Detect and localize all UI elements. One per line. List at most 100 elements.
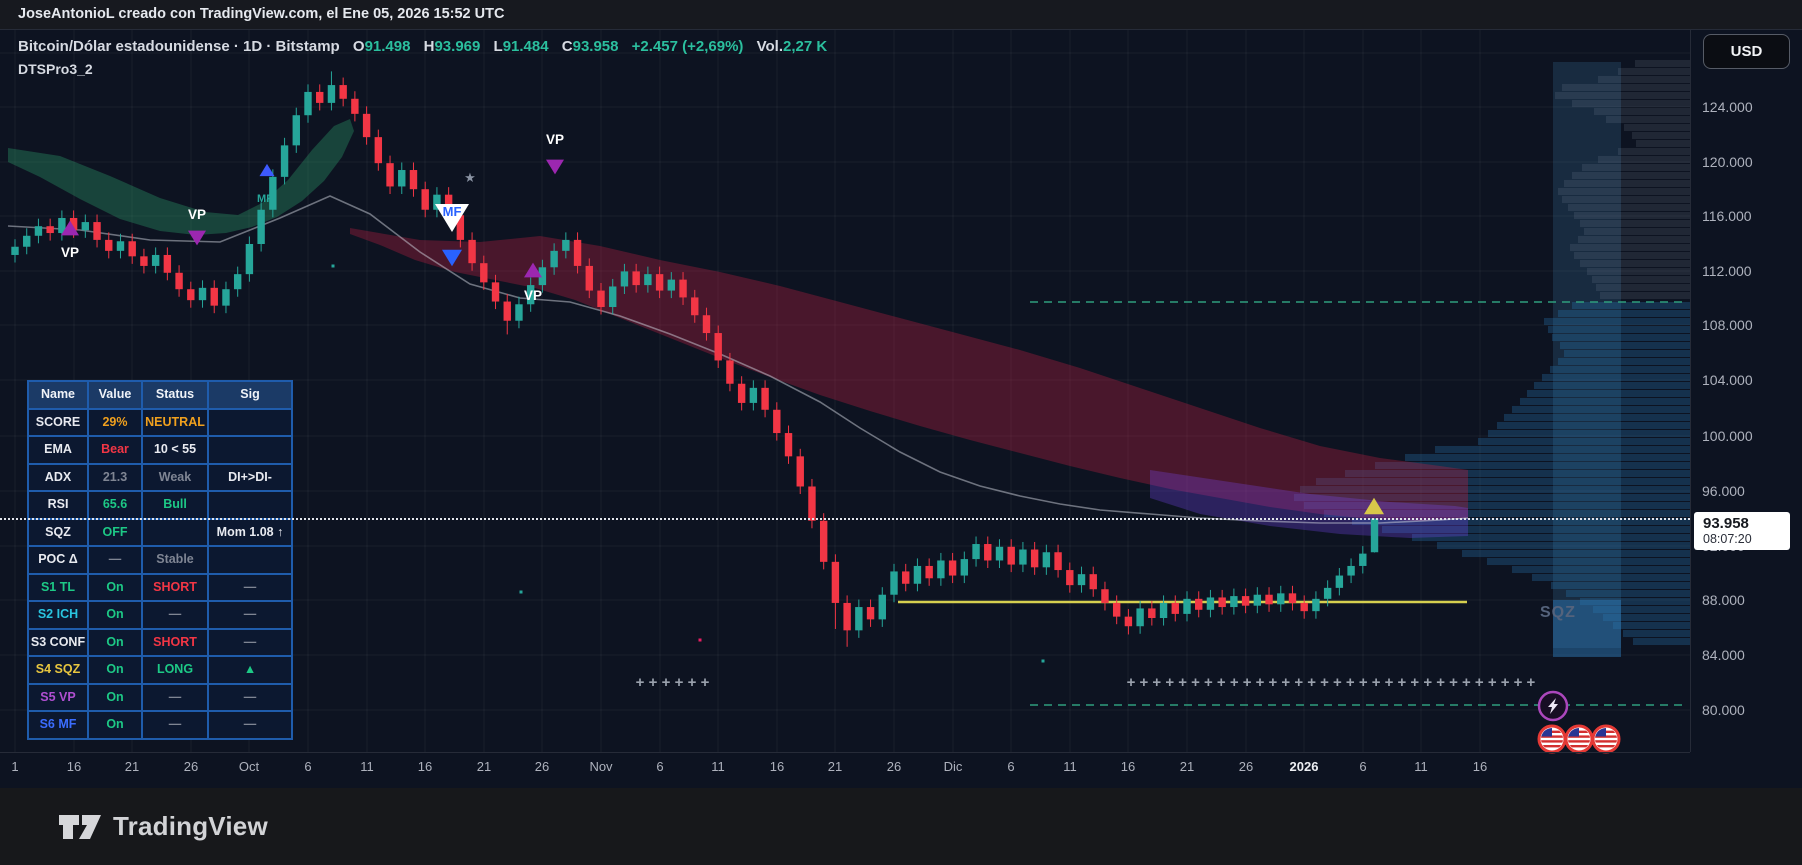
mf-big-sell-marker [435, 204, 469, 232]
candle-body [398, 170, 406, 187]
table-row-sig: — [209, 712, 291, 738]
candle-body [585, 265, 593, 291]
candle-body [995, 546, 1004, 561]
table-row-name: SQZ [29, 519, 87, 545]
chart-canvas[interactable]: + + + + + + + + + + + + + + + + + + + + + + + + + + + + + + + + + + + + + + SQ… [0, 0, 1802, 788]
low-value: 91.484 [502, 38, 549, 55]
candle-body [1335, 575, 1344, 588]
candle-body [269, 176, 277, 210]
volume-profile-bar [1562, 84, 1690, 91]
candle-body [655, 274, 664, 291]
volume-profile-bar [1550, 366, 1690, 373]
candle-body [819, 520, 828, 562]
table-row-sig [209, 492, 291, 518]
candle-body [1241, 596, 1250, 606]
candle-body [1077, 574, 1086, 586]
squeeze-long-marker [1364, 497, 1384, 515]
candle-body [491, 282, 500, 302]
table-header: Value [89, 382, 141, 408]
time-tick-label: Nov [589, 759, 613, 774]
volume-profile-bar [1574, 252, 1690, 259]
vp-buy-marker [61, 220, 79, 236]
table-row-value: On [89, 629, 141, 655]
time-tick-label: 1 [11, 759, 19, 774]
candle-body [456, 215, 465, 240]
candle-body [1042, 552, 1051, 568]
volume-profile-bar [1544, 318, 1690, 325]
table-row-name: S6 MF [29, 712, 87, 738]
plus-marker: + [1165, 674, 1174, 691]
volume-profile-bar [1592, 276, 1690, 283]
candle-body [620, 271, 629, 287]
table-row-status: Stable [143, 547, 207, 573]
plus-marker: + [1243, 674, 1252, 691]
candle-body [58, 217, 66, 234]
candle-body [151, 254, 160, 266]
candle-body [1136, 608, 1144, 627]
candle-body [1253, 594, 1262, 606]
plus-marker: + [1462, 674, 1471, 691]
tradingview-logo-text: TradingView [113, 811, 268, 841]
candle-body [667, 279, 676, 291]
us-flag-glyph [1568, 728, 1590, 748]
time-tick-label: 6 [304, 759, 312, 774]
purple-cloud [1150, 470, 1468, 538]
table-header: Sig [209, 382, 291, 408]
vp-label: VP [61, 245, 79, 260]
vp-label: VP [546, 132, 564, 147]
candle-body [890, 571, 898, 595]
candle-body [1089, 574, 1097, 590]
volume-profile-bar [1613, 622, 1690, 629]
plus-marker: + [1191, 674, 1200, 691]
table-row-status: Bull [143, 492, 207, 518]
time-tick-label: Oct [238, 759, 260, 774]
plus-marker: + [1256, 674, 1265, 691]
volume-profile-bar [1564, 180, 1690, 187]
currency-toggle-button[interactable]: USD [1703, 34, 1790, 69]
table-row-value: On [89, 602, 141, 628]
volume-profile-bar [1624, 124, 1690, 131]
candle-body [538, 267, 547, 286]
price-tick-label: 96.000 [1702, 483, 1745, 499]
table-row-name: S5 VP [29, 684, 87, 710]
table-row-name: EMA [29, 437, 87, 463]
table-row-status [143, 519, 207, 545]
time-tick-label: 16 [1472, 759, 1488, 774]
bear-cloud [350, 228, 1468, 521]
volume-profile-bar [1562, 196, 1690, 203]
tradingview-logo-icon [59, 814, 101, 839]
candle-body [702, 315, 711, 334]
volume-profile-bar [1488, 430, 1690, 437]
volume-profile-bar [1578, 236, 1690, 243]
time-tick-label: 6 [1007, 759, 1015, 774]
candle-body [1054, 552, 1062, 571]
time-tick-label: 16 [417, 759, 433, 774]
candle-body [1101, 589, 1109, 603]
symbol-info-row: Bitcoin/Dólar estadounidense · 1D · Bits… [18, 38, 827, 55]
candle-body [843, 602, 851, 631]
candle-body [937, 560, 945, 579]
plus-marker: + [1320, 674, 1329, 691]
volume-profile-bar [1478, 438, 1690, 445]
volume-profile-bar [1412, 534, 1690, 541]
candle-body [1370, 518, 1379, 553]
volume-profile-bar [1375, 462, 1690, 469]
volume-profile-bar [1606, 116, 1690, 123]
candle-body [1230, 596, 1238, 608]
time-tick-label: 21 [1179, 759, 1195, 774]
vp-label: VP [188, 207, 206, 222]
time-tick-label: 2026 [1289, 759, 1319, 774]
volume-profile-bar [1623, 630, 1690, 637]
close-value: 93.958 [572, 38, 619, 55]
candle-body [855, 607, 863, 631]
candle-body [316, 91, 324, 103]
time-tick-label: 6 [656, 759, 664, 774]
volume-profile-bar [1598, 156, 1690, 163]
signal-dot [331, 264, 335, 268]
price-tick-label: 108.000 [1702, 317, 1753, 333]
candle-body [1359, 553, 1367, 566]
candle-body [878, 594, 886, 620]
candle-body [362, 113, 371, 138]
candle-body [984, 544, 992, 561]
